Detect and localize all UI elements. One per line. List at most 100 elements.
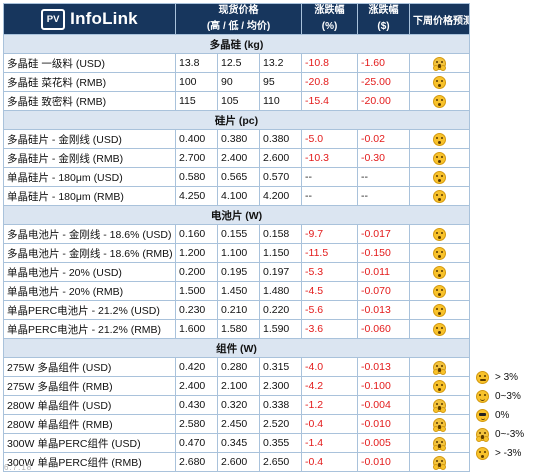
change-usd-header: 涨跌幅 ($) <box>357 3 411 35</box>
footer-note: 6.7.18 <box>4 463 33 472</box>
price-low: 0.345 <box>217 433 260 453</box>
price-low: 1.100 <box>217 243 260 263</box>
price-high: 0.430 <box>175 395 218 415</box>
legend-item: > -3% <box>476 444 539 463</box>
section-title: 组件 (W) <box>2 338 471 358</box>
forecast-cell <box>409 300 471 320</box>
forecast-cell <box>409 357 471 377</box>
price-low: 0.380 <box>217 129 260 149</box>
legend-item: > 3% <box>476 368 539 387</box>
forecast-cell <box>409 91 471 111</box>
shock-emoji-icon <box>433 94 447 108</box>
hands-shape <box>476 436 489 442</box>
price-avg: 4.200 <box>258 186 303 206</box>
product-name: 多晶硅 致密料 (RMB) <box>3 91 176 111</box>
table-row: 多晶硅 致密料 (RMB) 115 105 110 -15.4 -20.00 <box>3 91 471 111</box>
forecast-cell <box>409 129 471 149</box>
pv-logo-icon: PV <box>41 8 66 30</box>
hands-shape <box>433 406 447 413</box>
price-high: 0.230 <box>175 300 218 320</box>
product-name: 单晶电池片 - 20% (RMB) <box>3 281 176 301</box>
hands-shape <box>433 425 447 432</box>
price-high: 2.580 <box>175 414 218 434</box>
price-high: 0.580 <box>175 167 218 187</box>
change-percent: -3.6 <box>301 319 359 339</box>
forecast-cell <box>409 167 471 187</box>
change-percent: -10.3 <box>301 148 359 168</box>
product-name: 多晶硅片 - 金刚线 (RMB) <box>3 148 176 168</box>
price-avg: 0.220 <box>258 300 303 320</box>
product-name: 单晶PERC电池片 - 21.2% (USD) <box>3 300 176 320</box>
price-avg: 2.600 <box>258 148 303 168</box>
forecast-cell <box>409 319 471 339</box>
change-percent: -- <box>301 167 359 187</box>
price-low: 2.450 <box>217 414 260 434</box>
section-header-row: 多晶硅 (kg) <box>2 34 471 54</box>
price-table-container: PV InfoLink 现货价格 (高 / 低 / 均价) 涨跌幅 (%) 涨跌… <box>2 3 471 472</box>
price-low: 1.450 <box>217 281 260 301</box>
scream-emoji-icon <box>433 56 447 71</box>
change-percent: -20.8 <box>301 72 359 92</box>
shock-emoji-icon <box>433 379 447 393</box>
price-avg: 0.570 <box>258 167 303 187</box>
price-high: 1.200 <box>175 243 218 263</box>
price-avg: 0.355 <box>258 433 303 453</box>
change-percent: -- <box>301 186 359 206</box>
scream-emoji-icon <box>476 428 489 442</box>
product-name: 多晶硅 一级料 (USD) <box>3 53 176 73</box>
product-name: 多晶电池片 - 金刚线 - 18.6% (USD) <box>3 224 176 244</box>
price-avg: 1.590 <box>258 319 303 339</box>
price-high: 0.160 <box>175 224 218 244</box>
price-header-title: 现货价格 <box>218 5 259 16</box>
product-name: 275W 多晶组件 (RMB) <box>3 376 176 396</box>
price-avg: 2.520 <box>258 414 303 434</box>
table-row: 单晶硅片 - 180μm (RMB) 4.250 4.100 4.200 -- -- <box>3 186 471 206</box>
price-avg: 0.197 <box>258 262 303 282</box>
forecast-cell <box>409 433 471 453</box>
price-table: PV InfoLink 现货价格 (高 / 低 / 均价) 涨跌幅 (%) 涨跌… <box>2 3 471 472</box>
product-name: 280W 单晶组件 (USD) <box>3 395 176 415</box>
change-percent: -4.0 <box>301 357 359 377</box>
section-title: 多晶硅 (kg) <box>2 34 471 54</box>
change-percent: -9.7 <box>301 224 359 244</box>
forecast-cell <box>409 186 471 206</box>
price-avg: 0.338 <box>258 395 303 415</box>
price-high: 0.200 <box>175 262 218 282</box>
price-avg: 0.158 <box>258 224 303 244</box>
scream-emoji-icon <box>433 360 447 375</box>
change-amount: -0.017 <box>357 224 411 244</box>
price-high: 0.470 <box>175 433 218 453</box>
shock-emoji-icon <box>433 151 447 165</box>
change-amount: -0.005 <box>357 433 411 453</box>
product-name: 300W 单晶PERC组件 (USD) <box>3 433 176 453</box>
shock-emoji-icon <box>433 227 447 241</box>
change-percent: -0.4 <box>301 452 359 472</box>
shock-emoji-icon <box>433 265 447 279</box>
price-low: 0.155 <box>217 224 260 244</box>
forecast-cell <box>409 414 471 434</box>
change-percent: -1.2 <box>301 395 359 415</box>
change-amount: -0.004 <box>357 395 411 415</box>
product-name: 单晶PERC电池片 - 21.2% (RMB) <box>3 319 176 339</box>
section-title: 电池片 (W) <box>2 205 471 225</box>
forecast-cell <box>409 53 471 73</box>
logo-text: InfoLink <box>70 9 138 28</box>
change-percent: -4.5 <box>301 281 359 301</box>
change-percent: -1.4 <box>301 433 359 453</box>
hands-shape <box>433 463 447 470</box>
price-high: 0.420 <box>175 357 218 377</box>
price-high: 1.500 <box>175 281 218 301</box>
section-title: 硅片 (pc) <box>2 110 471 130</box>
table-row: 多晶电池片 - 金刚线 - 18.6% (RMB) 1.200 1.100 1.150… <box>3 243 471 263</box>
change-pct-unit: (%) <box>321 21 338 32</box>
forecast-cell <box>409 148 471 168</box>
table-body: 多晶硅 (kg) 多晶硅 一级料 (USD) 13.8 12.5 13.2 -10.8 -1… <box>2 34 471 472</box>
product-name: 280W 单晶组件 (RMB) <box>3 414 176 434</box>
price-high: 0.400 <box>175 129 218 149</box>
shock-emoji-icon <box>433 132 447 146</box>
change-percent: -0.4 <box>301 414 359 434</box>
price-avg: 2.650 <box>258 452 303 472</box>
table-row: 多晶硅 菜花料 (RMB) 100 90 95 -20.8 -25.00 <box>3 72 471 92</box>
table-row: 多晶电池片 - 金刚线 - 18.6% (USD) 0.160 0.155 0.158… <box>3 224 471 244</box>
change-amount: -20.00 <box>357 91 411 111</box>
